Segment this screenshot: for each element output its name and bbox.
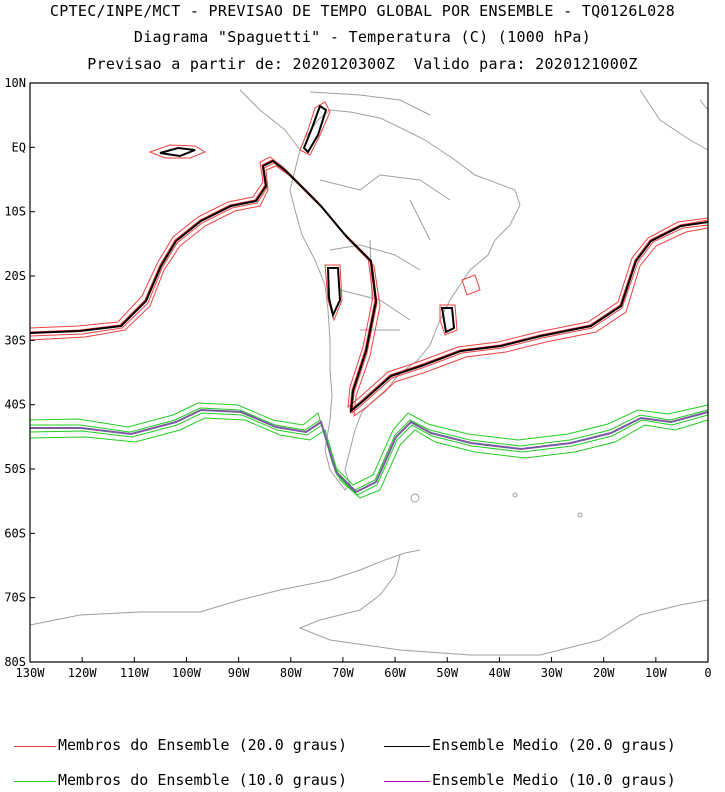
- lon-tick-label: 70W: [332, 666, 354, 680]
- island: [410, 493, 420, 503]
- legend-label-mean10: Ensemble Medio (10.0 graus): [432, 771, 676, 789]
- member-20-island: [461, 274, 481, 296]
- legend-label-member10: Membros do Ensemble (10.0 graus): [58, 771, 347, 789]
- member-20-island: [148, 144, 207, 159]
- lon-tick-label: 130W: [16, 666, 46, 680]
- lon-tick-label: 10W: [645, 666, 667, 680]
- lat-tick-label: 80S: [4, 655, 26, 669]
- legend-swatch-member10: [14, 781, 56, 782]
- lat-tick-label: 50S: [4, 462, 26, 476]
- lat-tick-label: 70S: [4, 591, 26, 605]
- plot-frame: [29, 82, 709, 663]
- lat-tick-label: 10S: [4, 205, 26, 219]
- mean-20-island: [440, 307, 456, 334]
- lon-tick-label: 110W: [120, 666, 150, 680]
- lon-tick-label: 60W: [384, 666, 406, 680]
- africa-coast: [639, 89, 709, 151]
- member-10-line: [29, 402, 709, 486]
- legend-swatch-mean10: [384, 781, 430, 782]
- lat-tick-label: 10N: [4, 76, 26, 90]
- title-line-1: CPTEC/INPE/MCT - PREVISAO DE TEMPO GLOBA…: [49, 2, 676, 20]
- lon-tick-label: 40W: [489, 666, 511, 680]
- member-10-line: [29, 412, 709, 496]
- member-20-island: [299, 101, 331, 156]
- lon-tick-label: 30W: [541, 666, 563, 680]
- title-line-2: Diagrama "Spaguetti" - Temperatura (C) (…: [133, 28, 592, 46]
- coastlines: [29, 89, 709, 656]
- lon-tick-label: 90W: [228, 666, 250, 680]
- lon-tick-label: 120W: [68, 666, 98, 680]
- lon-tick-label: 20W: [593, 666, 615, 680]
- south-america-coast: [289, 109, 521, 491]
- country-borders: [319, 174, 451, 331]
- mean-20-island: [159, 146, 196, 158]
- title-line-3: Previsao a partir de: 2020120300Z Valido…: [87, 55, 638, 73]
- lon-tick-label: 50W: [436, 666, 458, 680]
- lat-tick-label: 20S: [4, 269, 26, 283]
- member-10-line: [29, 417, 709, 499]
- legend-swatch-mean20: [384, 746, 430, 747]
- legend-label-member20: Membros do Ensemble (20.0 graus): [58, 736, 347, 754]
- mean-10-line: [30, 408, 709, 494]
- central-america-coast: [239, 89, 431, 151]
- lat-tick-label: EQ: [12, 140, 26, 154]
- member-20-island: [439, 304, 458, 336]
- member-20-line: [29, 159, 709, 412]
- members-10: [29, 402, 709, 499]
- lat-tick-label: 30S: [4, 333, 26, 347]
- mean-20-line: [29, 159, 709, 414]
- legend-swatch-member20: [14, 746, 56, 747]
- legend: Membros do Ensemble (20.0 graus) Ensembl…: [0, 730, 725, 792]
- member-10-line: [30, 407, 709, 491]
- member-20-island: [324, 264, 343, 322]
- lat-tick-label: 40S: [4, 398, 26, 412]
- antarctica-coast: [29, 549, 709, 656]
- member-20-line: [29, 162, 709, 415]
- island: [512, 492, 518, 498]
- lon-tick-label: 100W: [172, 666, 202, 680]
- member-20-line: [29, 156, 709, 409]
- lon-tick-label: 80W: [280, 666, 302, 680]
- mean-20-island: [302, 104, 328, 154]
- legend-label-mean20: Ensemble Medio (20.0 graus): [432, 736, 676, 754]
- island: [577, 512, 583, 518]
- member-20-line: [29, 165, 709, 418]
- lat-tick-label: 60S: [4, 526, 26, 540]
- lon-tick-label: 0: [704, 666, 711, 680]
- mean-20-island: [326, 267, 342, 319]
